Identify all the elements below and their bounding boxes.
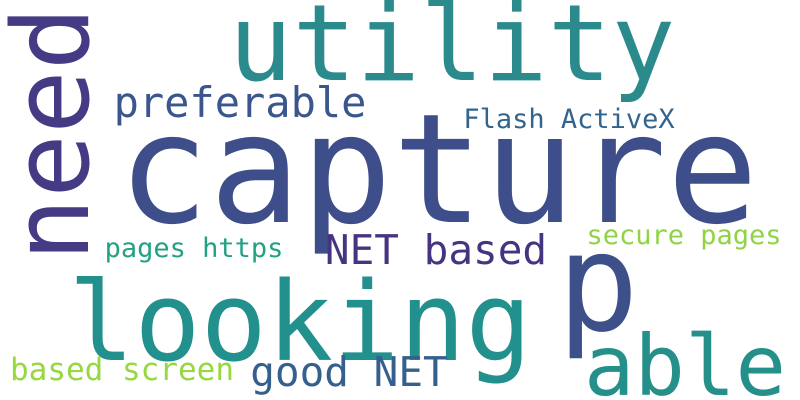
word-secure-pages: secure pages	[586, 220, 781, 251]
word-flash-activex: Flash ActiveX	[463, 104, 674, 135]
word-need: need	[0, 6, 113, 261]
word-utility: utility	[229, 0, 676, 105]
word-good-net: good NET	[250, 348, 447, 396]
word-looking: looking	[68, 258, 532, 386]
word-able: able	[584, 317, 786, 400]
word-net-based: NET based	[325, 226, 547, 274]
word-p: p	[557, 205, 639, 363]
word-preferable: preferable	[114, 78, 367, 127]
word-capture: capture	[118, 81, 759, 258]
word-based-screen: based screen	[10, 352, 234, 388]
word-pages-https: pages https	[105, 233, 284, 264]
